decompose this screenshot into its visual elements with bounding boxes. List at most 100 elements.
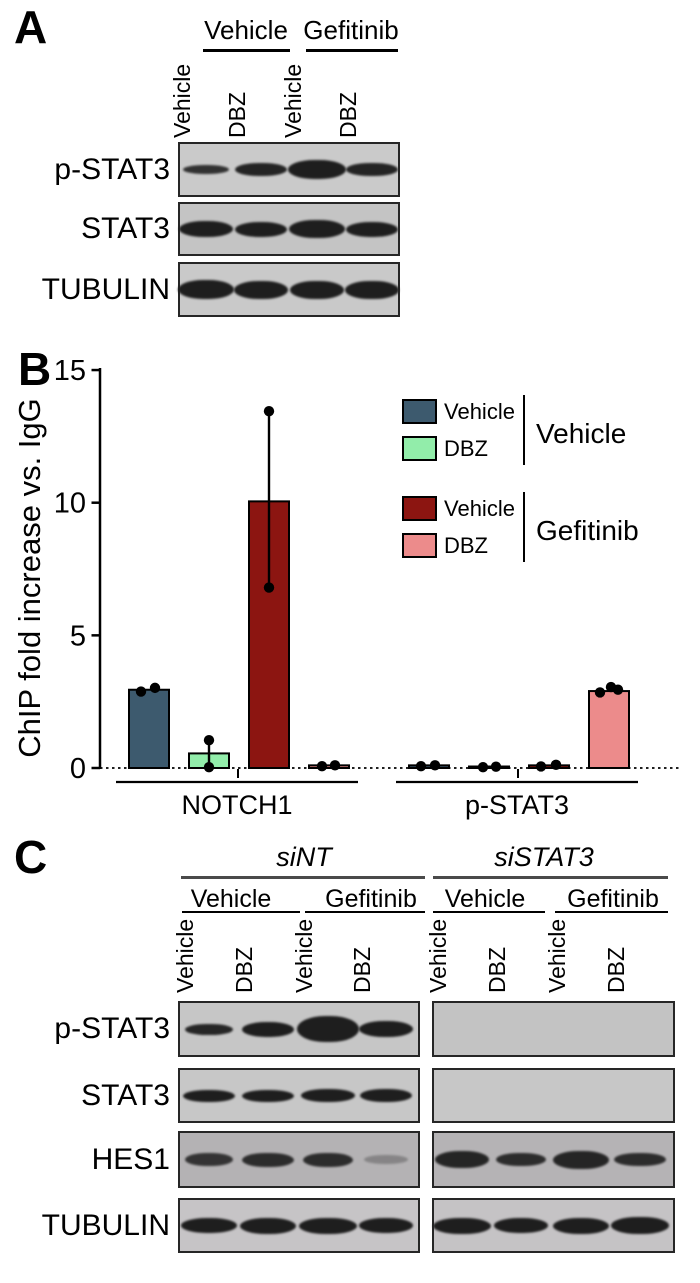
panel-c-lane-label: DBZ	[484, 947, 510, 993]
legend-swatch	[402, 399, 437, 424]
y-tick-label: 10	[54, 488, 86, 520]
category-label: p-STAT3	[465, 790, 569, 820]
protein-band	[179, 221, 233, 237]
panel-a-blot-row-label: p-STAT3	[54, 152, 170, 186]
protein-band	[611, 1217, 669, 1234]
panel-a-treatment-header: Vehicle	[204, 15, 288, 45]
data-point	[203, 762, 215, 773]
protein-band	[242, 1021, 294, 1037]
protein-band	[181, 1218, 237, 1233]
panel-a-lane-label: DBZ	[335, 92, 361, 138]
panel-a-label: A	[14, 1, 48, 53]
protein-band	[234, 280, 288, 299]
panel-c-treatment-underline	[305, 911, 425, 913]
legend-group-label: Gefitinib	[536, 515, 639, 546]
panel-a-treatment-header: Gefitinib	[303, 15, 399, 45]
protein-band	[235, 221, 287, 237]
panel-c-lane-label: Vehicle	[544, 918, 570, 993]
data-point	[149, 682, 161, 694]
y-tick-label: 0	[70, 753, 86, 785]
category-label: NOTCH1	[181, 790, 292, 820]
protein-band	[185, 1023, 233, 1035]
protein-band	[359, 1021, 413, 1037]
protein-band	[359, 1218, 413, 1233]
protein-band	[553, 1150, 609, 1169]
bar	[308, 764, 350, 769]
panel-a-blot-row-label: TUBULIN	[41, 272, 170, 306]
panel-c-sirna-underline	[433, 876, 668, 879]
data-point	[594, 687, 606, 698]
protein-band	[496, 1153, 546, 1166]
panel-c-blot-box-right	[432, 1068, 675, 1123]
protein-band	[301, 1089, 355, 1102]
protein-band	[494, 1218, 548, 1233]
panel-c-treatment-header: Vehicle	[190, 885, 272, 913]
protein-band	[303, 1152, 353, 1167]
panel-c-treatment-underline	[433, 911, 545, 913]
protein-band	[290, 280, 344, 299]
protein-band	[297, 1016, 359, 1042]
data-point	[135, 686, 147, 697]
panel-c-treatment-underline	[182, 911, 300, 913]
bar	[188, 752, 230, 770]
data-point	[415, 760, 427, 772]
protein-band	[433, 1217, 491, 1234]
panel-a-treatment-underline	[306, 49, 398, 52]
legend-item-label: DBZ	[444, 436, 488, 461]
panel-c-lane-label: DBZ	[349, 947, 375, 993]
panel-c-label: C	[14, 831, 48, 883]
data-point	[203, 734, 215, 746]
legend-item-label: DBZ	[444, 533, 488, 558]
legend-swatch	[402, 533, 437, 558]
data-point	[550, 759, 562, 771]
panel-c-sirna-header: siNT	[276, 842, 332, 872]
panel-c-lane-label: Vehicle	[291, 918, 317, 993]
legend-swatch	[402, 436, 437, 461]
data-point	[490, 761, 502, 772]
data-point	[605, 681, 617, 693]
panel-c-treatment-underline	[555, 911, 668, 913]
legend-swatch	[402, 496, 437, 521]
protein-band	[178, 280, 234, 299]
data-point	[316, 760, 328, 772]
data-point	[429, 760, 441, 771]
bar	[128, 688, 170, 770]
protein-band	[435, 1151, 489, 1168]
panel-c-treatment-header: Gefitinib	[567, 885, 659, 913]
panel-c-treatment-header: Gefitinib	[325, 885, 417, 913]
legend-item-label: Vehicle	[444, 399, 515, 424]
data-point	[263, 582, 275, 593]
protein-band	[346, 163, 398, 176]
protein-band	[235, 163, 287, 176]
protein-band	[240, 1217, 296, 1234]
panel-c-lane-label: DBZ	[603, 947, 629, 993]
y-tick-label: 15	[54, 355, 86, 387]
y-axis-title: ChIP fold increase vs. IgG	[12, 398, 47, 758]
panel-a-lane-label: Vehicle	[169, 63, 195, 138]
protein-band	[346, 221, 398, 237]
panel-c-blot-row-label: TUBULIN	[41, 1208, 170, 1242]
data-point	[263, 405, 275, 417]
panel-c-lane-label: Vehicle	[425, 918, 451, 993]
panel-c-treatment-header: Vehicle	[444, 885, 526, 913]
protein-band	[360, 1089, 412, 1102]
panel-c-blot-row-label: p-STAT3	[54, 1012, 170, 1045]
bar	[408, 764, 450, 769]
bar	[528, 764, 570, 769]
legend-group-label: Vehicle	[536, 418, 626, 449]
data-point	[477, 762, 489, 773]
protein-band	[299, 1217, 357, 1234]
data-point	[612, 684, 624, 695]
panel-b-label: B	[18, 343, 52, 395]
protein-band	[364, 1155, 408, 1164]
protein-band	[185, 1153, 233, 1166]
protein-band	[345, 280, 399, 299]
bar	[248, 500, 290, 769]
protein-band	[183, 1089, 235, 1102]
data-point	[535, 761, 547, 772]
protein-band	[288, 160, 346, 179]
panel-c-lane-label: Vehicle	[172, 918, 198, 993]
y-tick-label: 5	[70, 620, 86, 652]
protein-band	[289, 220, 345, 238]
